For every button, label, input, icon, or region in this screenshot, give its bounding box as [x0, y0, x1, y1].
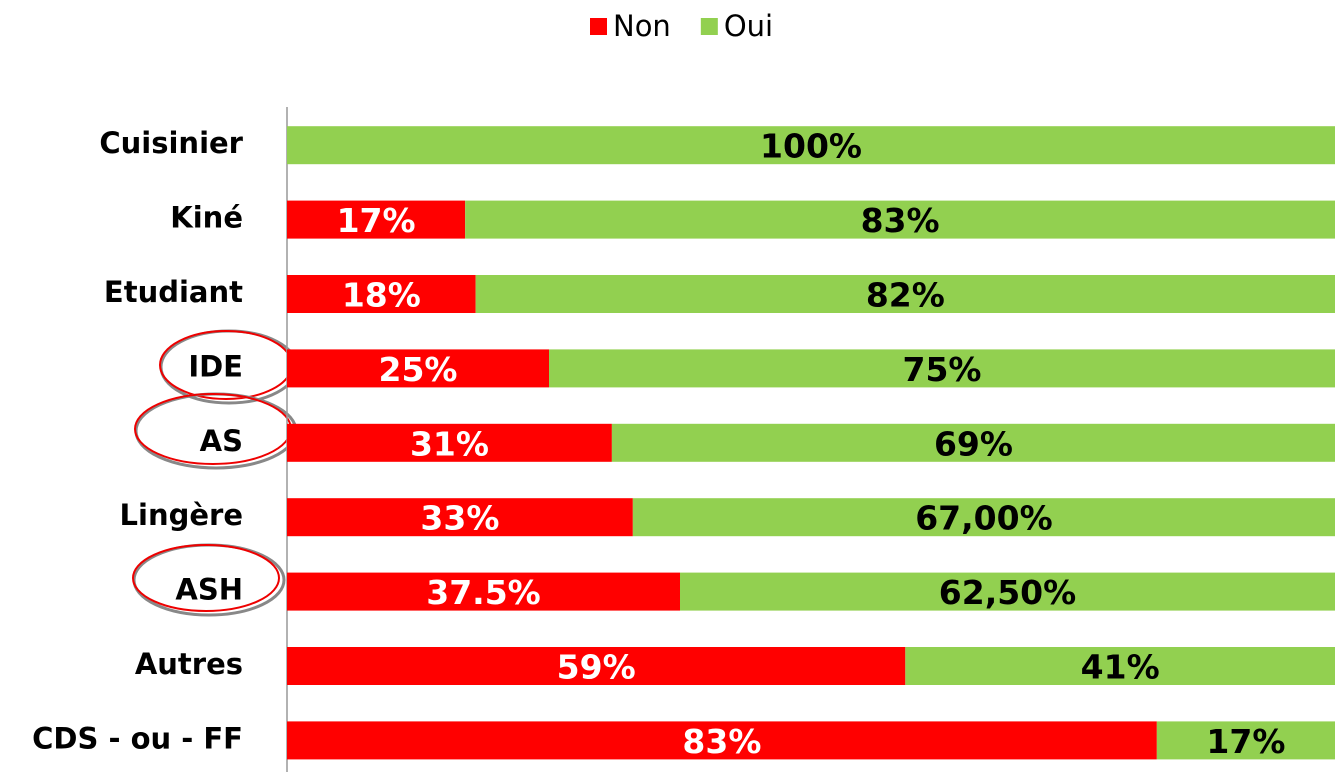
category-label: ASH — [175, 573, 243, 607]
bar-segment — [287, 275, 476, 313]
legend-label: Oui — [724, 9, 773, 43]
data-label: 75% — [903, 350, 982, 389]
data-label: 18% — [342, 276, 421, 315]
category-label: Kiné — [170, 201, 243, 235]
data-label: 17% — [337, 201, 416, 240]
bar-segment — [632, 498, 1335, 537]
bar-segment — [287, 498, 633, 537]
data-label: 37.5% — [426, 573, 541, 612]
legend-swatch — [590, 18, 607, 35]
data-label: 59% — [557, 648, 636, 687]
bar-segment — [287, 423, 612, 462]
data-label: 83% — [682, 722, 761, 761]
category-label: Lingère — [120, 498, 243, 532]
data-label: 83% — [861, 201, 940, 240]
category-label: AS — [200, 424, 243, 458]
bar-segment — [287, 572, 680, 611]
highlight-circle — [132, 544, 280, 612]
data-label: 100% — [760, 127, 862, 166]
data-label: 41% — [1081, 648, 1160, 687]
data-label: 17% — [1206, 722, 1285, 761]
bar-segment — [287, 349, 549, 388]
data-label: 33% — [420, 499, 499, 538]
bar-segment — [465, 200, 1335, 239]
bar-segment — [287, 721, 1157, 760]
legend-swatch — [700, 18, 718, 35]
bar-segment — [549, 349, 1335, 388]
bar-segment — [287, 647, 906, 685]
data-label: 31% — [410, 424, 489, 463]
legend-label: Non — [613, 9, 671, 43]
category-label: CDS - ou - FF — [32, 721, 243, 755]
category-label: Autres — [135, 647, 243, 681]
bar-segment — [611, 423, 1335, 462]
bar-segment — [287, 200, 466, 239]
category-label: Cuisinier — [99, 126, 243, 160]
data-label: 67,00% — [915, 499, 1052, 538]
data-label: 82% — [866, 276, 945, 315]
data-label: 69% — [934, 424, 1013, 463]
bar-segment — [905, 647, 1335, 685]
data-label: 25% — [379, 350, 458, 389]
bar-segment — [1156, 721, 1335, 760]
category-label: IDE — [188, 349, 243, 383]
bar-segment — [475, 275, 1335, 313]
bar-segment — [287, 126, 1335, 165]
data-label: 62,50% — [939, 573, 1076, 612]
category-label: Etudiant — [104, 275, 243, 309]
bar-segment — [680, 572, 1335, 611]
